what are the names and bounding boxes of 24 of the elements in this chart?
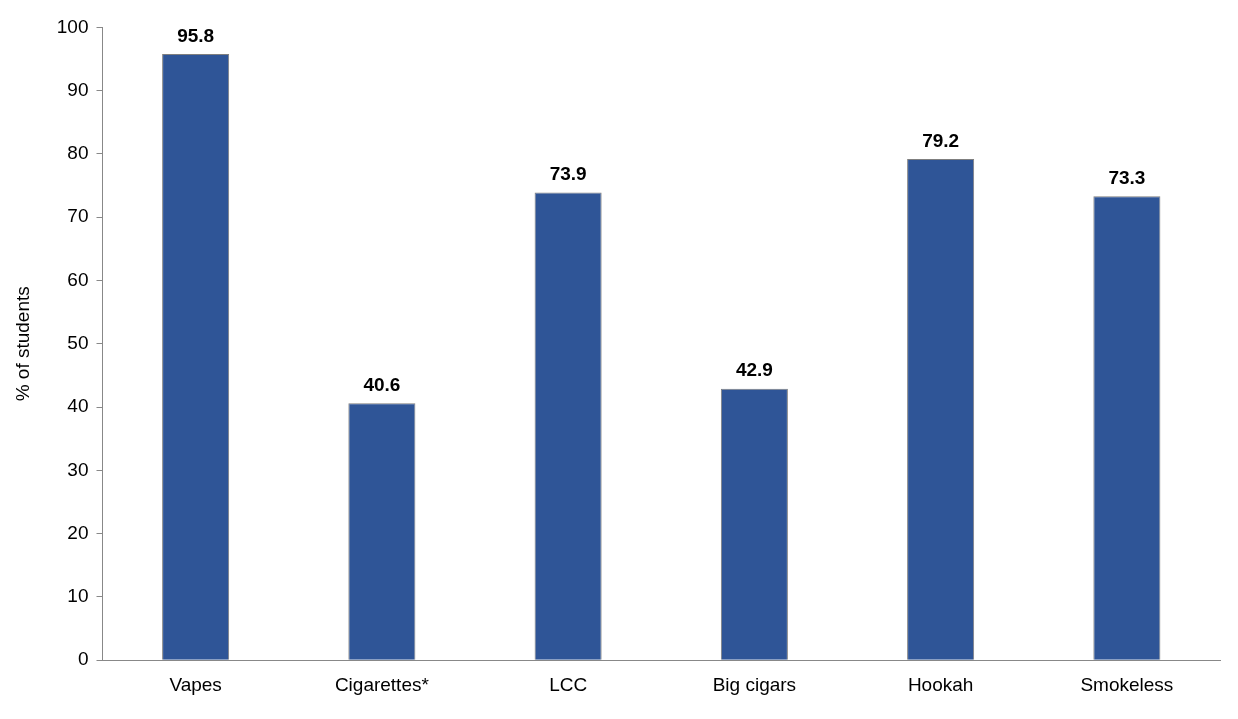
x-tick-label: Smokeless [1080, 673, 1174, 695]
x-tick-label: Big cigars [712, 673, 797, 695]
y-tick-label: 30 [67, 458, 89, 480]
data-label: 40.6 [363, 374, 401, 396]
y-tick-label: 20 [67, 521, 89, 543]
data-label: 73.9 [549, 163, 587, 185]
data-label: 42.9 [735, 359, 773, 381]
y-tick-label: 10 [67, 585, 89, 607]
y-tick-label: 60 [67, 268, 89, 290]
data-label: 73.3 [1108, 167, 1146, 189]
data-label: 79.2 [922, 129, 960, 151]
y-tick-label: 40 [67, 395, 89, 417]
y-tick-label: 80 [67, 142, 89, 164]
y-tick-label: 90 [67, 78, 89, 100]
data-label: 95.8 [177, 24, 215, 46]
x-tick-label: Hookah [907, 673, 974, 695]
y-tick-label: 70 [67, 205, 89, 227]
y-tick-label: 100 [56, 15, 89, 37]
x-tick-label: Vapes [169, 673, 222, 695]
y-tick-label: 0 [77, 648, 89, 670]
y-tick-label: 50 [67, 332, 89, 354]
x-tick-label: Cigarettes* [334, 673, 430, 695]
y-axis-title: % of students [11, 286, 33, 402]
x-tick-label: LCC [549, 673, 588, 695]
